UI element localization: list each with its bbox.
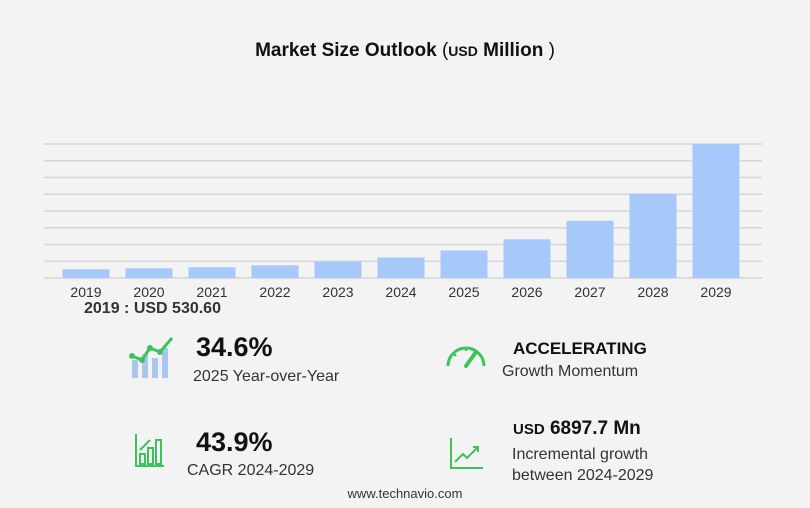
momentum-value: ACCELERATING xyxy=(513,339,647,358)
x-tick-label: 2023 xyxy=(322,284,353,300)
unit-currency: USD xyxy=(448,43,478,59)
bar-growth-icon xyxy=(135,434,164,467)
cagr-label: CAGR 2024-2029 xyxy=(187,462,315,479)
bar-2024 xyxy=(377,257,425,278)
footer-url: www.technavio.com xyxy=(347,486,463,501)
incremental-label-1: Incremental growth xyxy=(512,446,649,463)
incremental-value: USD 6897.7 Mn xyxy=(513,418,641,440)
bar-2019 xyxy=(62,269,110,278)
bar-2020 xyxy=(125,268,173,278)
momentum-label: Growth Momentum xyxy=(502,363,639,380)
bar-chart: 2019 2020 2021 2022 2023 2024 2025 2026 2027 2028… xyxy=(44,143,762,300)
speedometer-icon xyxy=(446,346,486,368)
growth-chart-icon xyxy=(129,337,174,378)
incremental-amount: 6897.7 Mn xyxy=(549,418,641,439)
x-tick-label: 2020 xyxy=(133,284,164,300)
x-tick-label: 2022 xyxy=(259,284,290,300)
x-tick-label: 2024 xyxy=(385,284,416,300)
incremental-label-2: between 2024-2029 xyxy=(512,467,654,484)
x-tick-label: 2026 xyxy=(511,284,542,300)
bar-2028 xyxy=(629,193,677,278)
unit-close: ) xyxy=(548,40,555,61)
bar-2021 xyxy=(188,267,236,278)
unit-open: ( xyxy=(441,40,449,61)
bar-2025 xyxy=(440,250,488,278)
x-tick-label: 2019 xyxy=(70,284,101,300)
title-text: Market Size Outlook xyxy=(255,40,437,61)
bar-2022 xyxy=(251,265,299,278)
bar-2029 xyxy=(692,144,740,278)
bar-2027 xyxy=(566,220,614,278)
bar-2026 xyxy=(503,239,551,278)
x-tick-label: 2028 xyxy=(637,284,668,300)
trend-line-icon xyxy=(450,438,483,469)
yoy-value: 34.6% xyxy=(196,332,273,362)
unit-label: Million xyxy=(483,40,544,61)
cagr-value: 43.9% xyxy=(196,427,273,457)
x-tick-label: 2029 xyxy=(700,284,731,300)
x-tick-label: 2021 xyxy=(196,284,227,300)
bar-2023 xyxy=(314,261,362,278)
incremental-currency: USD xyxy=(513,421,545,438)
chart-title: Market Size Outlook (USD Million ) xyxy=(0,40,810,62)
base-year-value: 2019 : USD 530.60 xyxy=(84,300,221,317)
x-tick-label: 2025 xyxy=(448,284,479,300)
yoy-label: 2025 Year-over-Year xyxy=(193,368,340,385)
x-tick-label: 2027 xyxy=(574,284,605,300)
